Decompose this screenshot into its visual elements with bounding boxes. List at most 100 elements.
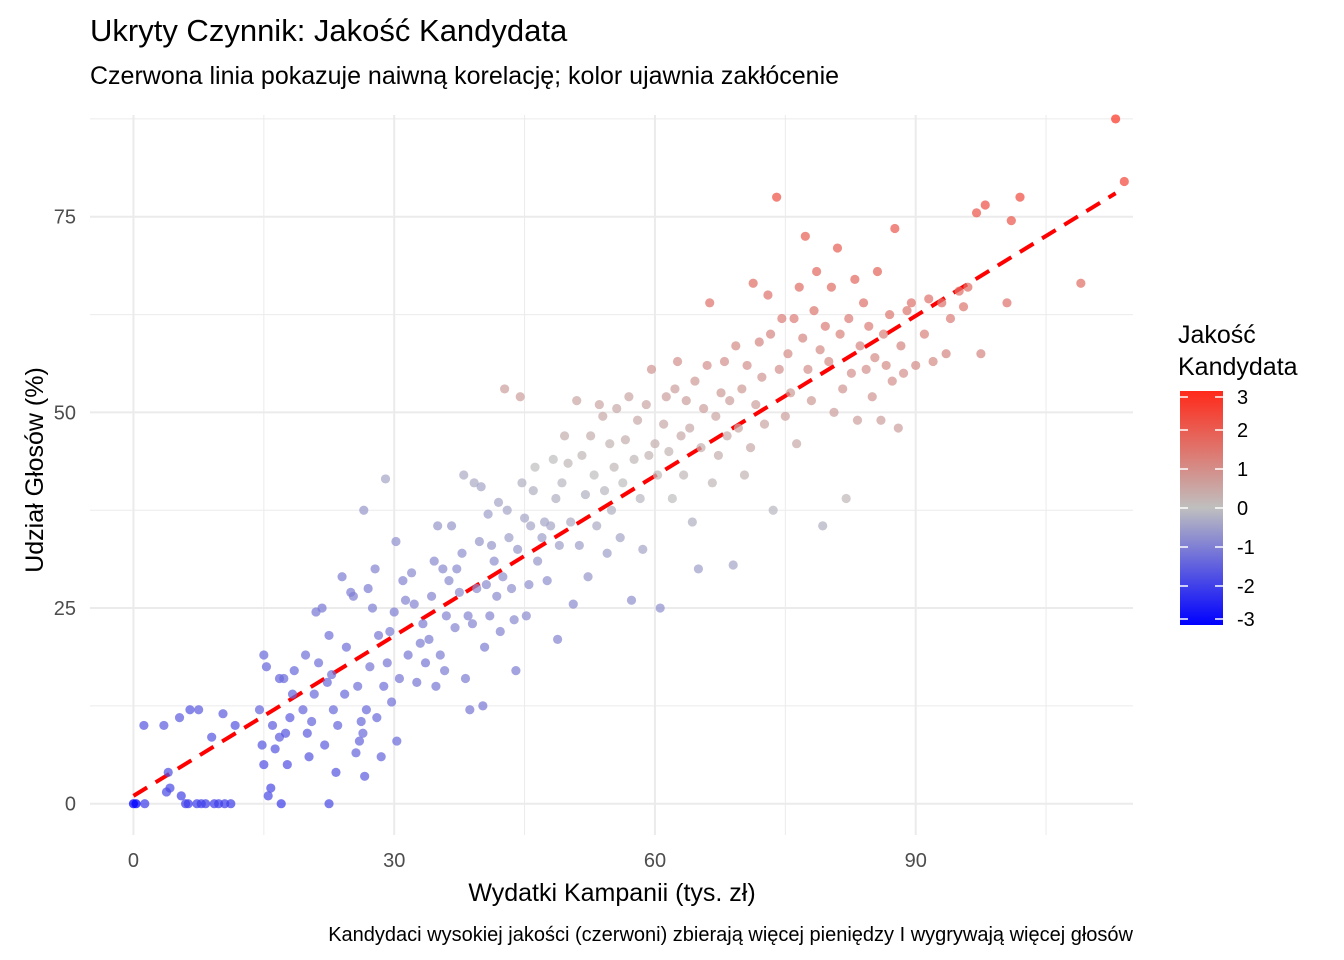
data-point <box>646 364 657 374</box>
data-point <box>599 486 610 496</box>
data-point <box>861 364 871 374</box>
data-point <box>971 208 982 218</box>
data-point <box>629 454 639 464</box>
data-point <box>713 450 724 461</box>
data-point <box>492 591 502 601</box>
data-point <box>287 689 298 699</box>
data-point <box>620 435 631 445</box>
data-point <box>676 431 686 441</box>
data-point <box>858 298 869 308</box>
data-point <box>415 638 425 648</box>
data-point <box>606 505 617 515</box>
data-point <box>626 595 637 605</box>
data-point <box>300 650 311 660</box>
data-point <box>542 576 552 586</box>
data-point <box>768 505 778 515</box>
data-point <box>824 356 834 367</box>
data-point <box>392 736 402 746</box>
data-point <box>200 799 211 809</box>
data-point <box>580 489 591 500</box>
data-point <box>681 396 691 406</box>
data-point <box>867 392 877 402</box>
data-point <box>463 611 473 621</box>
data-point <box>702 360 712 371</box>
data-point <box>285 713 295 723</box>
data-point <box>176 791 186 801</box>
data-point <box>919 329 930 339</box>
data-point <box>327 669 337 680</box>
data-point <box>358 728 368 738</box>
data-point <box>844 313 854 324</box>
data-point <box>958 302 969 312</box>
data-point <box>835 329 845 339</box>
data-point <box>304 752 314 762</box>
data-point <box>185 705 195 715</box>
data-point <box>360 771 370 781</box>
data-point <box>521 611 531 621</box>
data-point <box>699 403 709 414</box>
data-point <box>777 313 787 324</box>
data-point <box>365 662 375 672</box>
data-point <box>612 403 622 414</box>
data-point <box>852 415 863 425</box>
data-point <box>687 517 697 527</box>
data-point <box>513 544 523 554</box>
data-point <box>257 740 267 750</box>
data-point <box>398 576 408 586</box>
data-point <box>403 650 413 660</box>
data-point <box>846 368 856 378</box>
data-point <box>751 399 761 410</box>
data-point <box>328 705 338 715</box>
data-point <box>759 419 770 429</box>
data-point <box>963 282 973 292</box>
data-point <box>331 767 341 777</box>
data-point <box>563 458 573 468</box>
data-point <box>467 619 478 629</box>
data-point <box>441 611 451 621</box>
chart-title: Ukryty Czynnik: Jakość Kandydata <box>90 13 568 48</box>
data-point <box>553 634 563 644</box>
data-point <box>406 568 417 578</box>
data-point <box>533 556 543 566</box>
data-point <box>789 313 799 324</box>
data-point <box>511 666 521 676</box>
x-tick-label: 60 <box>644 850 666 872</box>
data-point <box>661 392 671 402</box>
data-point <box>954 286 964 296</box>
data-point <box>528 486 538 496</box>
data-point <box>485 611 495 621</box>
data-point <box>420 658 431 668</box>
points-group <box>128 114 1129 809</box>
data-point <box>348 591 358 601</box>
data-point <box>478 701 488 711</box>
data-point <box>444 576 454 586</box>
data-point <box>1119 176 1129 187</box>
data-point <box>165 783 175 793</box>
data-point <box>716 388 726 398</box>
data-point <box>800 231 810 241</box>
data-point <box>469 478 479 488</box>
data-point <box>363 583 373 594</box>
data-point <box>757 372 767 382</box>
data-point <box>282 759 292 770</box>
data-point <box>412 677 422 687</box>
data-point <box>690 376 700 386</box>
trend-line-group <box>132 191 1117 798</box>
data-point <box>572 396 582 406</box>
legend: Jakość Kandydata 3 2 1 0 -1 -2 -3 <box>1178 321 1298 631</box>
data-point <box>431 681 441 691</box>
data-point <box>850 274 860 284</box>
data-point <box>276 799 286 809</box>
data-point <box>502 505 512 515</box>
data-point <box>829 407 839 417</box>
data-point <box>454 587 464 597</box>
data-point <box>672 356 683 367</box>
data-point <box>183 799 193 809</box>
data-point <box>429 556 439 566</box>
data-point <box>832 243 843 253</box>
legend-tick-label: 2 <box>1237 420 1248 442</box>
data-point <box>902 306 912 316</box>
data-point <box>554 540 564 551</box>
data-point <box>313 658 324 668</box>
data-point <box>159 720 169 731</box>
